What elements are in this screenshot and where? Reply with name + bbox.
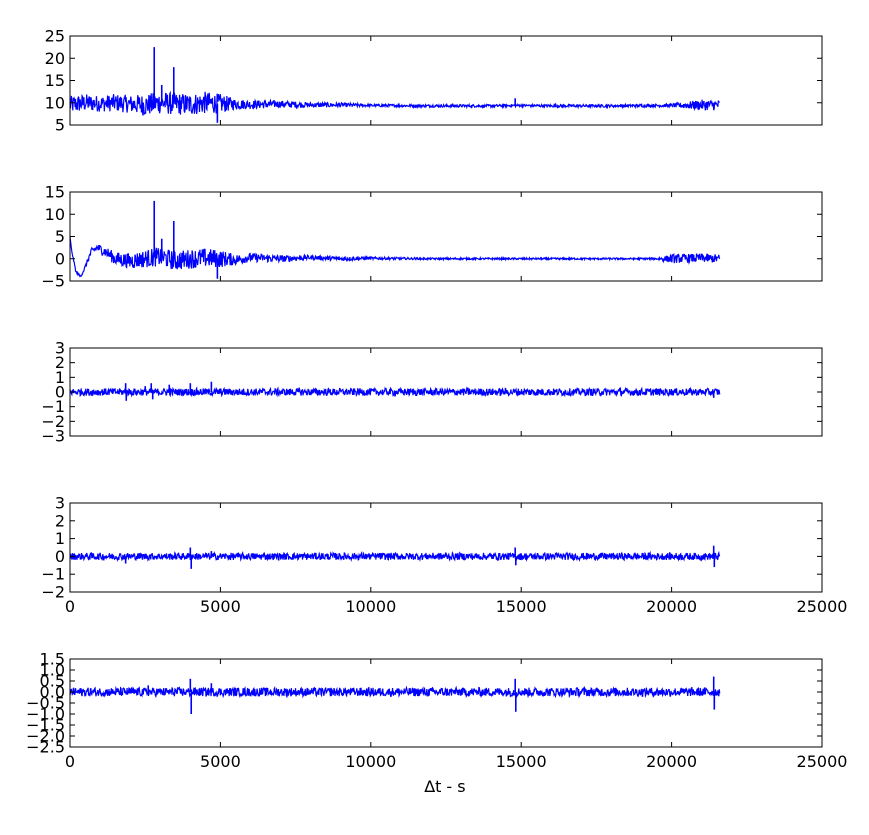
- x-tick-label: 10000: [345, 752, 396, 771]
- x-tick-label: 0: [65, 597, 75, 616]
- subplot-1: 5 10 15 20 25: [45, 27, 823, 135]
- y-tick-label: −5: [41, 272, 65, 291]
- y-tick-label: 3: [55, 339, 65, 358]
- series-trace: [70, 550, 721, 563]
- y-tick-label: 0: [55, 249, 65, 268]
- x-tick-label: 25000: [797, 597, 848, 616]
- y-tick-label: 5: [55, 227, 65, 246]
- y-tick-label: 2: [55, 353, 65, 372]
- x-tick-label: 10000: [345, 597, 396, 616]
- y-tick-label: 2: [55, 511, 65, 530]
- x-tick-label: 5000: [200, 752, 241, 771]
- series-trace: [70, 90, 720, 116]
- series-2: [70, 200, 721, 279]
- y-tick-label: −1: [41, 565, 65, 584]
- x-tick-label: 20000: [646, 752, 697, 771]
- subplot-2: −5 0 5 10 15: [41, 183, 823, 291]
- y-tick-label: 25: [45, 27, 65, 46]
- y-tick-label: −0.5: [26, 694, 65, 713]
- y-tick-label: −3: [41, 427, 65, 446]
- y-tick-label: −2: [41, 583, 65, 602]
- x-tick-label: 20000: [646, 597, 697, 616]
- y-tick-label: 1.0: [40, 661, 65, 680]
- y-tick-label: 10: [45, 93, 65, 112]
- x-tick-label: 25000: [797, 752, 848, 771]
- series-4: [70, 545, 721, 569]
- y-tick-label: 0.0: [40, 683, 65, 702]
- y-tick-label: 1: [55, 529, 65, 548]
- y-tick-label: 15: [45, 71, 65, 90]
- y-tick-label: 0: [55, 547, 65, 566]
- x-tick-label: 15000: [496, 752, 547, 771]
- y-tick-label: 10: [45, 205, 65, 224]
- series-trace: [70, 236, 721, 278]
- series-5: [70, 676, 721, 714]
- y-tick-label: −2: [41, 412, 65, 431]
- y-tick-label: −1.5: [26, 716, 65, 735]
- y-tick-label: −1.0: [26, 705, 65, 724]
- series-trace: [70, 685, 721, 699]
- y-tick-label: 0: [55, 383, 65, 402]
- x-tick-label: 15000: [496, 597, 547, 616]
- subplot-5: −2.5−2.0−1.5−1.0−0.50.00.51.01.5 0 5000 100…: [26, 650, 847, 772]
- y-tick-label: 5: [55, 116, 65, 135]
- y-tick-label: −2.5: [26, 738, 65, 757]
- y-tick-label: −2.0: [26, 727, 65, 746]
- axes-frame: [69, 502, 823, 593]
- y-tick-label: 1.5: [40, 650, 65, 669]
- series-3: [70, 381, 721, 401]
- x-tick-label: 0: [65, 752, 75, 771]
- x-axis-title: ∆t - s: [423, 777, 465, 796]
- series-trace: [70, 386, 721, 398]
- y-tick-label: 3: [55, 494, 65, 513]
- y-tick-label: 20: [45, 49, 65, 68]
- y-tick-label: 15: [45, 183, 65, 202]
- series-1: [70, 47, 720, 123]
- y-tick-label: −1: [41, 397, 65, 416]
- y-tick-label: 1: [55, 368, 65, 387]
- x-tick-label: 5000: [200, 597, 241, 616]
- y-tick-label: 0.5: [40, 672, 65, 691]
